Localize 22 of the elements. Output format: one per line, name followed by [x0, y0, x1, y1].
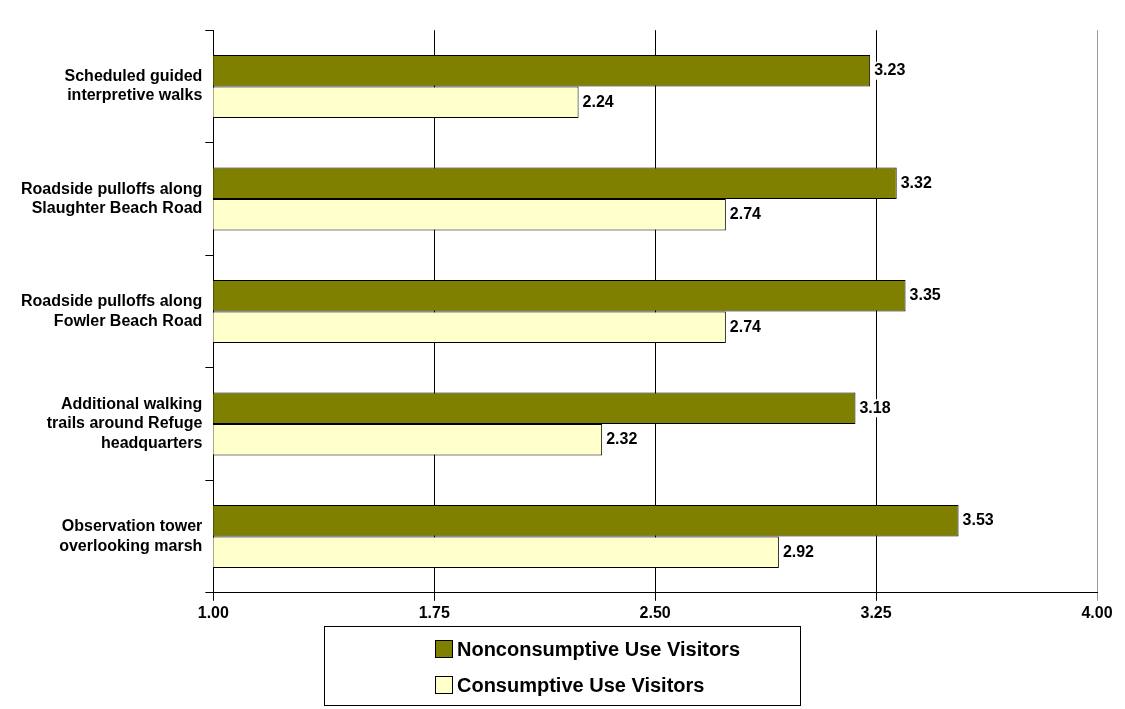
y-tick-label: Roadside pulloffs along Fowler Beach Road: [20, 292, 203, 329]
x-tick-label: 1.75: [418, 603, 450, 621]
data-label: 3.18: [859, 398, 891, 416]
y-tick-label: Observation tower overlooking marsh: [59, 517, 203, 554]
x-tick-label: 3.25: [860, 603, 892, 621]
data-label: 2.74: [729, 317, 762, 335]
x-tick-label: 2.50: [639, 603, 671, 621]
data-label: 2.74: [729, 205, 762, 223]
data-label: 3.32: [900, 173, 932, 191]
data-label: 3.53: [962, 511, 994, 529]
y-tick-label: Roadside pulloffs along Slaughter Beach Road: [20, 179, 203, 216]
data-label: 2.32: [606, 430, 638, 448]
legend-label: Nonconsumptive Use Visitors: [456, 637, 741, 661]
x-tick-label: 4.00: [1081, 603, 1113, 621]
data-label: 3.35: [909, 286, 941, 304]
y-tick-label: Scheduled guided interpretive walks: [64, 67, 203, 104]
data-label: 3.23: [874, 61, 906, 79]
legend-label: Consumptive Use Visitors: [456, 673, 705, 697]
data-label: 2.92: [782, 542, 815, 560]
x-tick-label: 1.00: [197, 603, 230, 621]
y-tick-label: Additional walking trails around Refuge headquarters: [46, 395, 203, 451]
data-label: 2.24: [582, 92, 614, 110]
